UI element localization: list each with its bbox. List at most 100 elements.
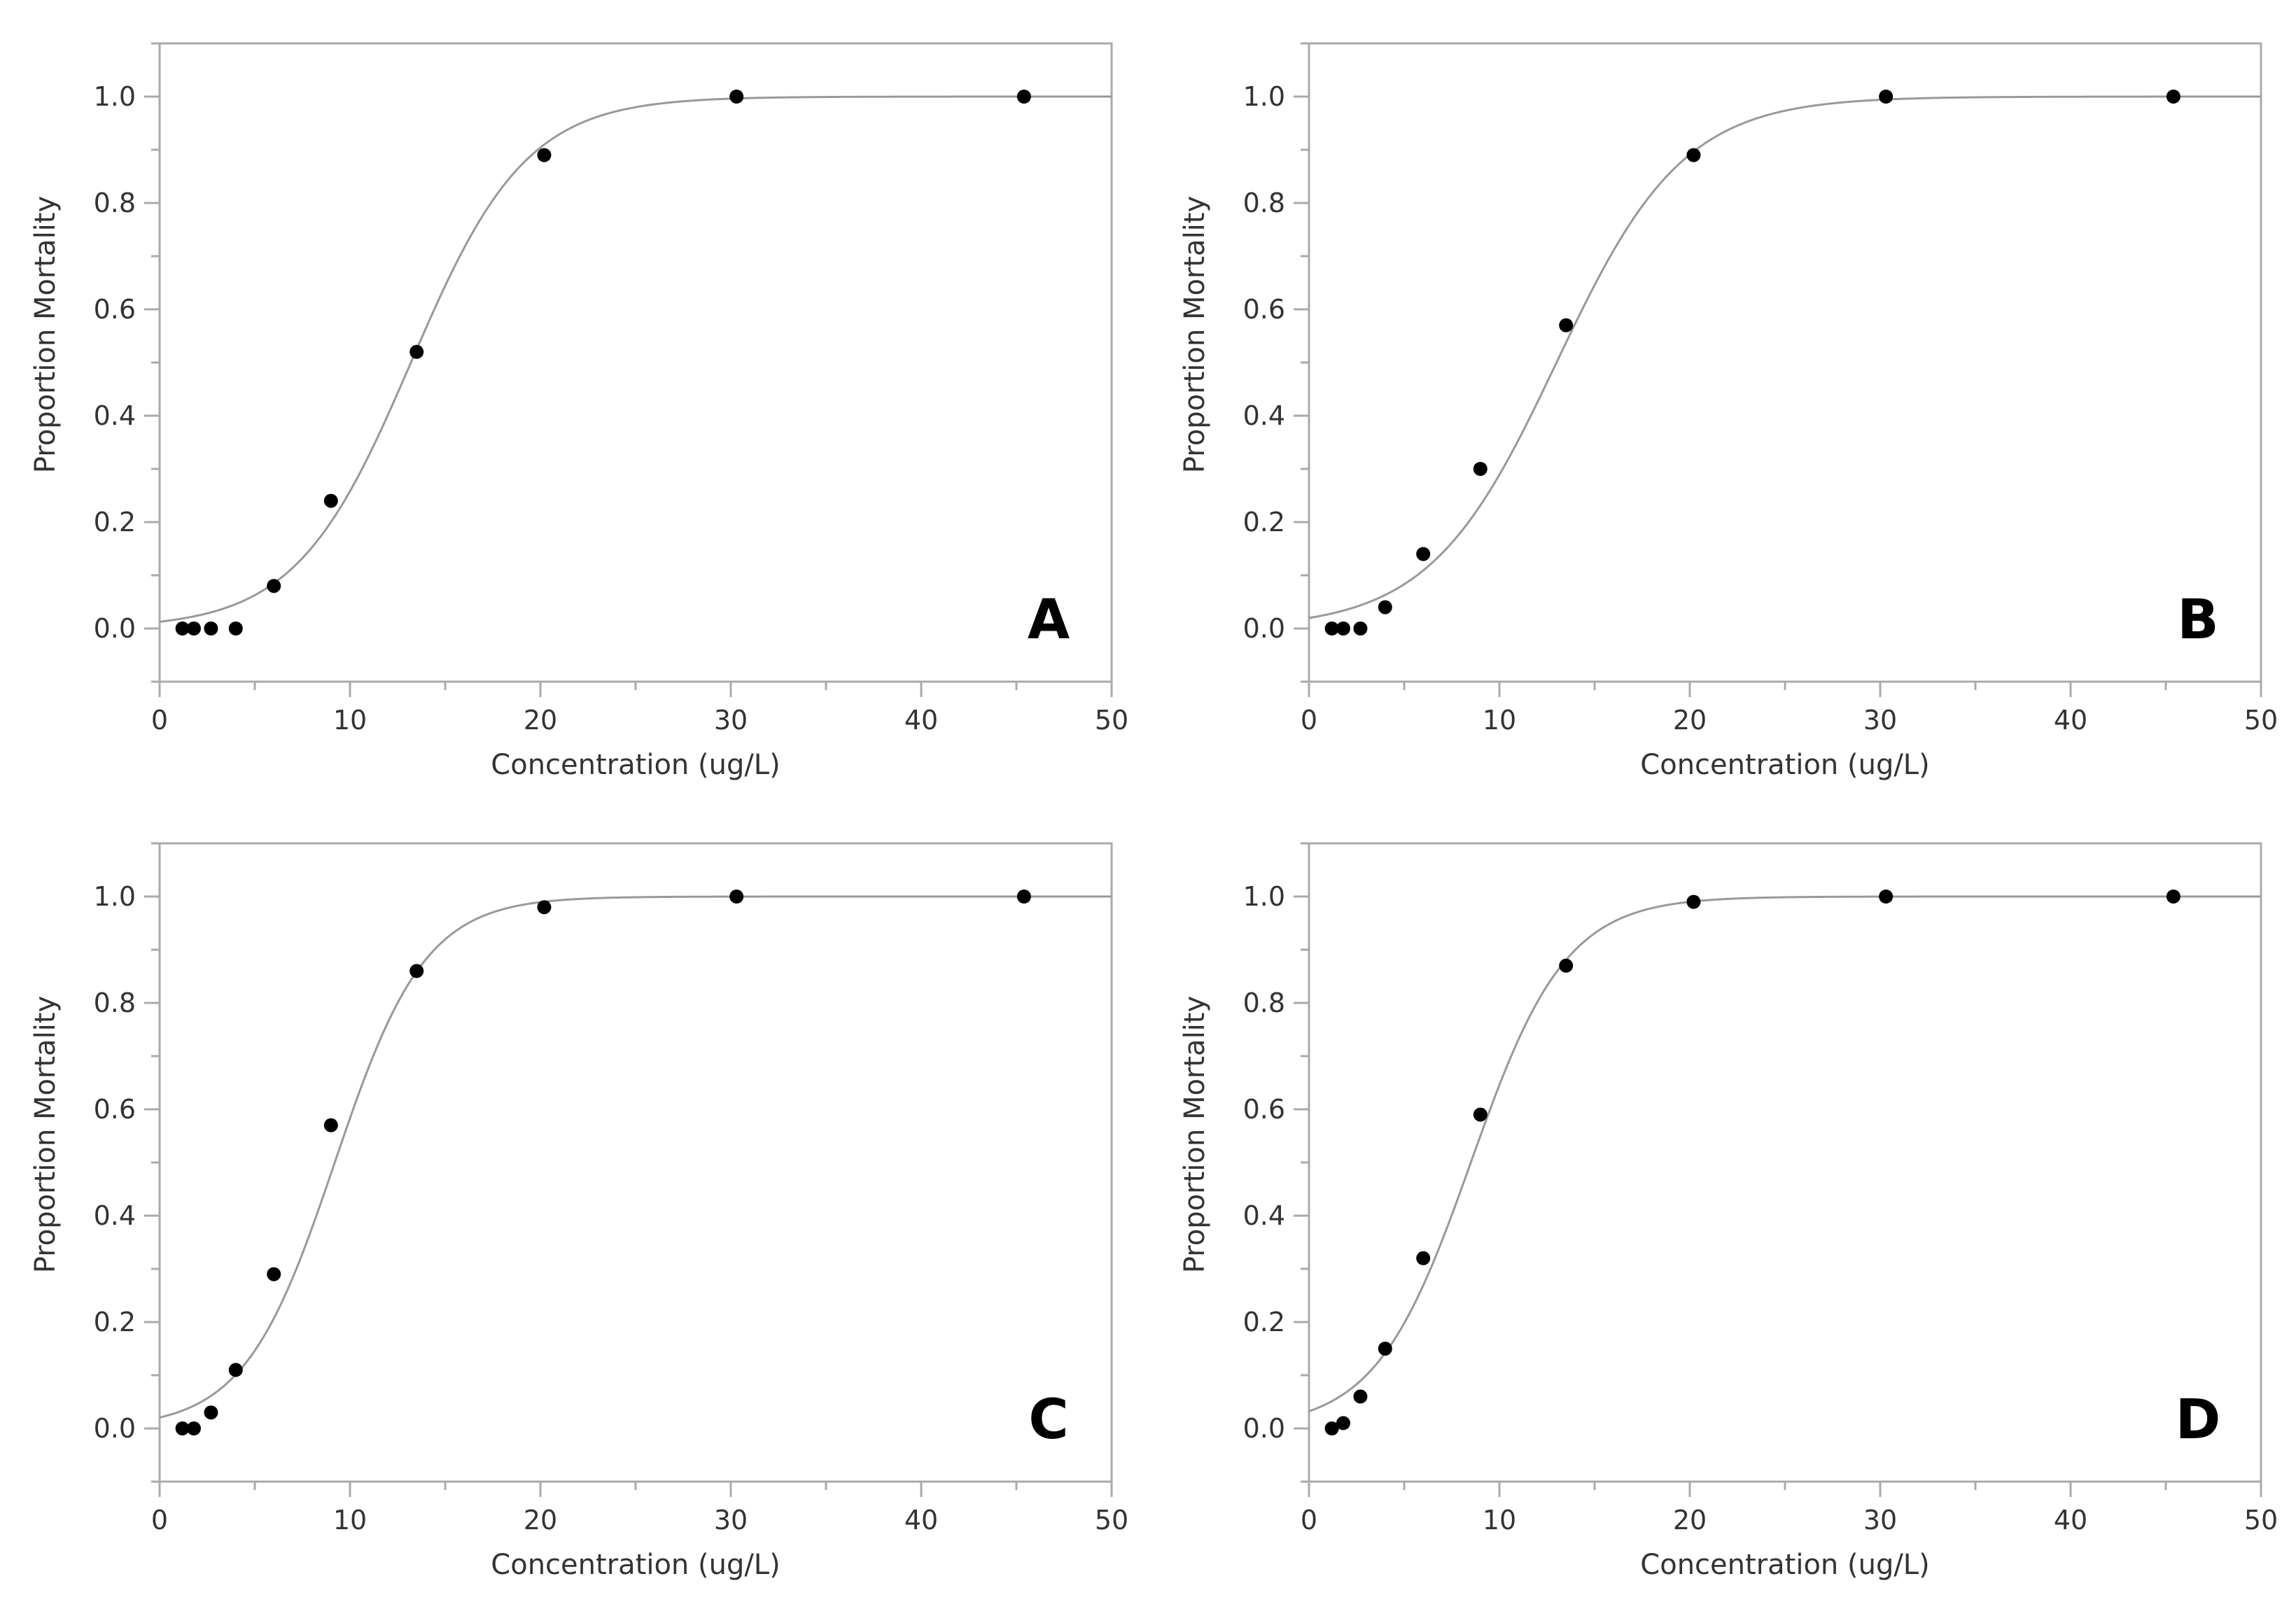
y-tick-label: 0.4 (94, 400, 136, 431)
y-tick-label: 0.8 (1243, 988, 1285, 1018)
plot-frame (1308, 842, 2262, 1483)
y-tick-label: 0.0 (1243, 1413, 1285, 1444)
data-point (1324, 1421, 1339, 1435)
y-tick-label: 0.2 (1243, 507, 1285, 537)
x-tick-label: 40 (2054, 1505, 2087, 1536)
x-tick-label: 0 (1301, 705, 1317, 736)
y-tick-label: 0.6 (94, 294, 136, 325)
y-axis-title: Proportion Mortality (1179, 996, 1211, 1273)
data-point (186, 1421, 201, 1435)
data-point (1416, 547, 1431, 561)
data-point (323, 493, 338, 508)
data-point (1879, 890, 1893, 904)
y-tick-label: 0.4 (1243, 1200, 1285, 1231)
x-tick-label: 30 (1863, 705, 1897, 736)
y-tick-label: 0.6 (1243, 1094, 1285, 1125)
data-point (1378, 600, 1392, 614)
data-point (537, 900, 552, 915)
data-point (204, 621, 218, 635)
data-point (729, 90, 744, 104)
y-tick-label: 0.6 (94, 1094, 136, 1125)
y-axis-title: Proportion Mortality (29, 996, 62, 1273)
x-tick-label: 30 (714, 1505, 748, 1536)
plot-frame (158, 842, 1113, 1483)
plot-frame (158, 42, 1113, 683)
data-point (2166, 90, 2180, 104)
data-point (1016, 890, 1031, 904)
y-tick-label: 0.8 (1243, 188, 1285, 218)
chart-panel-d: 0 10 20 30 40 50 0.0 0.2 0.4 0.6 0.8 1.0 Concentrati… (1179, 842, 2278, 1581)
data-point (410, 344, 424, 359)
data-point (410, 964, 424, 978)
x-tick-label: 50 (2244, 1505, 2278, 1536)
y-tick-label: 1.0 (1243, 881, 1285, 912)
x-tick-label: 20 (524, 1505, 557, 1536)
panel-label: A (1028, 589, 1070, 652)
fit-curve (1308, 95, 2261, 619)
data-point (228, 1363, 243, 1377)
x-tick-label: 50 (1095, 1505, 1128, 1536)
data-point (175, 621, 190, 635)
data-point (175, 1421, 190, 1435)
data-point (1416, 1251, 1431, 1265)
data-point (186, 621, 201, 635)
fit-curve (1308, 895, 2261, 1412)
data-point (228, 621, 243, 635)
x-tick-label: 0 (151, 1505, 168, 1536)
y-tick-label: 0.8 (94, 188, 136, 218)
x-tick-label: 20 (1673, 1505, 1707, 1536)
chart-panel-b: 0 10 20 30 40 50 0.0 0.2 0.4 0.6 0.8 1.0 Concentrati… (1179, 42, 2278, 781)
y-tick-label: 0.6 (1243, 294, 1285, 325)
x-axis-title: Concentration (ug/L) (491, 749, 780, 781)
data-point (267, 1267, 281, 1281)
data-point (1686, 148, 1701, 162)
data-point (1378, 1342, 1392, 1356)
data-point (537, 148, 552, 162)
x-axis-title: Concentration (ug/L) (491, 1549, 780, 1581)
y-tick-label: 0.4 (94, 1200, 136, 1231)
data-point (1353, 621, 1368, 635)
y-tick-label: 0.8 (94, 988, 136, 1018)
y-tick-label: 0.4 (1243, 400, 1285, 431)
x-tick-label: 40 (904, 1505, 938, 1536)
panel-label: D (2176, 1389, 2221, 1452)
panel-label: B (2177, 589, 2218, 652)
x-tick-label: 20 (524, 705, 557, 736)
data-point (204, 1405, 218, 1420)
y-tick-label: 0.0 (94, 613, 136, 644)
x-tick-label: 30 (1863, 1505, 1897, 1536)
y-tick-label: 0.2 (94, 1307, 136, 1337)
x-tick-label: 40 (2054, 705, 2087, 736)
data-point (1559, 318, 1574, 332)
data-point (267, 579, 281, 593)
data-point (2166, 890, 2180, 904)
x-tick-label: 40 (904, 705, 938, 736)
chart-panel-a: 0 10 20 30 40 50 0.0 0.2 0.4 0.6 0.8 1.0 Concentrati… (29, 42, 1128, 781)
y-axis-title: Proportion Mortality (1179, 196, 1211, 473)
data-point (1336, 1416, 1350, 1431)
data-point (1686, 894, 1701, 909)
y-axis-title: Proportion Mortality (29, 196, 62, 473)
y-tick-label: 0.2 (1243, 1307, 1285, 1337)
y-tick-label: 0.0 (94, 1413, 136, 1444)
fit-curve (159, 895, 1112, 1419)
panel-label: C (1028, 1389, 1068, 1452)
data-point (1324, 621, 1339, 635)
x-tick-label: 20 (1673, 705, 1707, 736)
x-tick-label: 10 (1483, 705, 1516, 736)
plot-frame (1308, 42, 2262, 683)
data-point (1353, 1389, 1368, 1404)
data-point (1473, 1107, 1488, 1122)
y-tick-label: 1.0 (94, 881, 136, 912)
x-tick-label: 10 (333, 705, 367, 736)
x-tick-label: 10 (333, 1505, 367, 1536)
x-tick-label: 10 (1483, 1505, 1516, 1536)
data-point (729, 890, 744, 904)
x-tick-label: 50 (1095, 705, 1128, 736)
data-point (1879, 90, 1893, 104)
chart-panel-c: 0 10 20 30 40 50 0.0 0.2 0.4 0.6 0.8 1.0 Concentrati… (29, 842, 1128, 1581)
x-tick-label: 30 (714, 705, 748, 736)
y-tick-label: 0.0 (1243, 613, 1285, 644)
